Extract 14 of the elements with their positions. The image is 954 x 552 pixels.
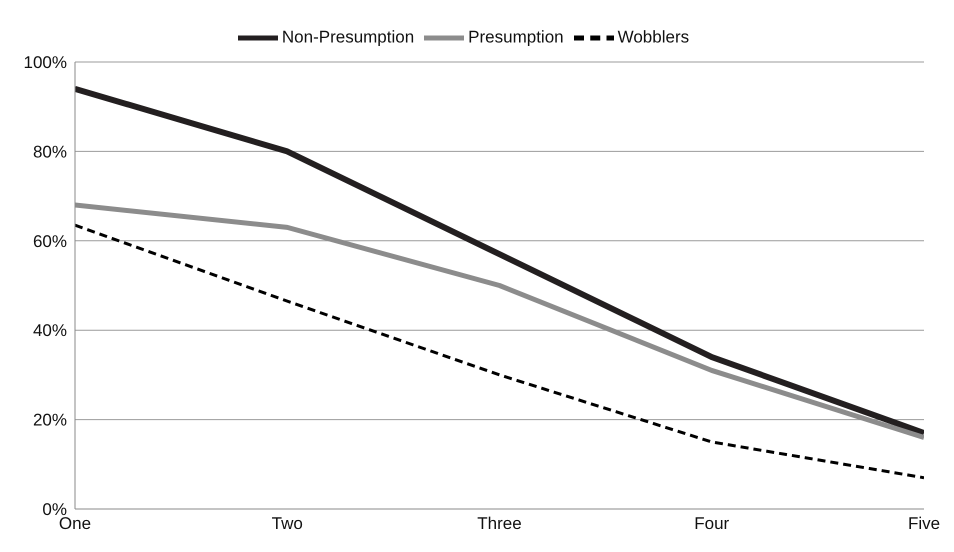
x-tick-label: Two (272, 514, 303, 534)
y-tick-label: 40% (32, 321, 67, 340)
legend-label: Non-Presumption (282, 27, 414, 46)
y-tick-label: 20% (32, 410, 67, 430)
y-tick-label: 60% (32, 232, 67, 251)
x-tick-label: Three (477, 514, 522, 534)
x-tick-label: One (58, 514, 92, 534)
x-tick-label: Five (908, 514, 940, 534)
legend-label: Wobblers (618, 27, 690, 46)
x-tick-label: Four (694, 514, 730, 534)
line-series (75, 224, 924, 480)
legend-label: Presumption (468, 27, 564, 46)
y-tick-label: 80% (32, 142, 67, 162)
y-tick-label: 100% (24, 53, 67, 72)
